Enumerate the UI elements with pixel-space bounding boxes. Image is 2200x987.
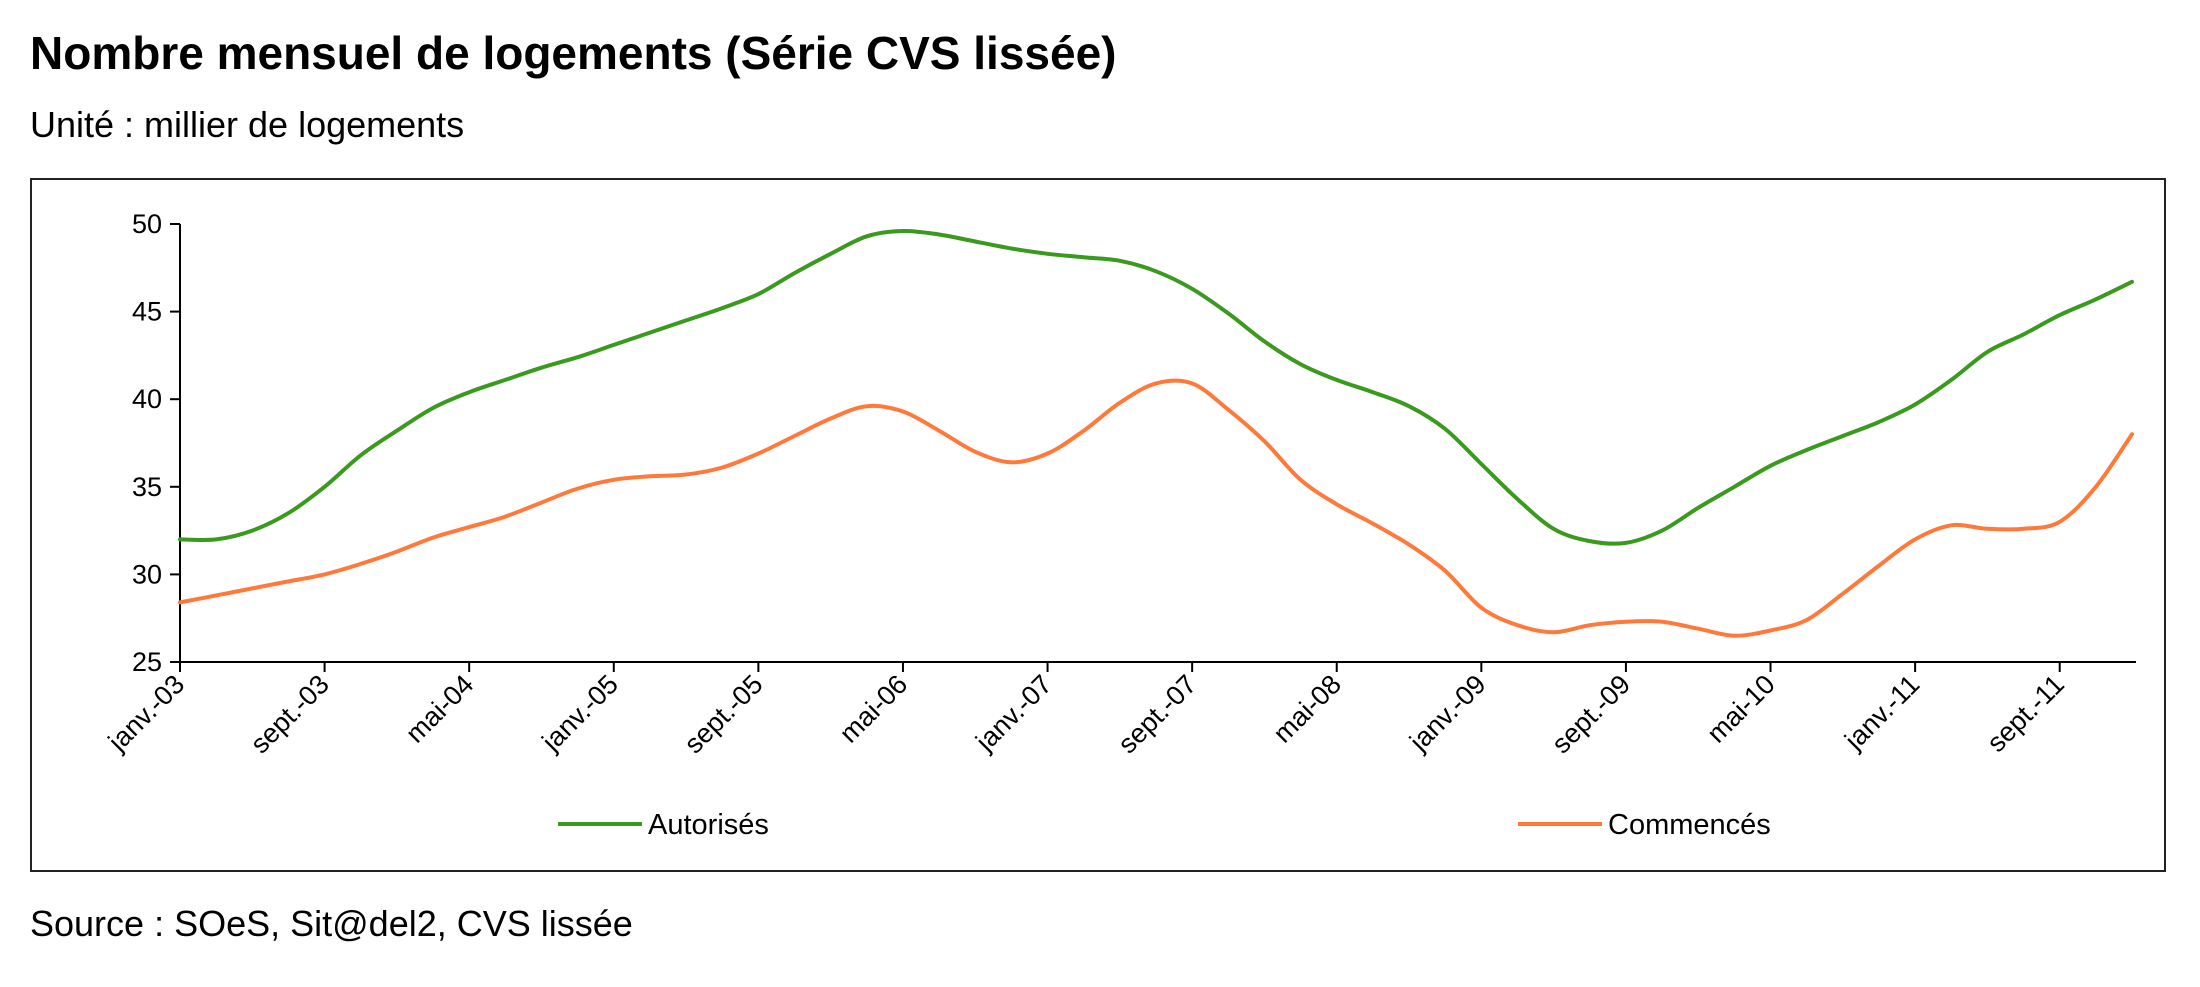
chart-subtitle: Unité : millier de logements <box>30 104 465 145</box>
x-tick-label: janv.-09 <box>1403 669 1491 757</box>
x-tick-label: janv.-03 <box>102 669 190 757</box>
legend-label: Autorisés <box>648 809 769 841</box>
legend: Autorisés Commencés <box>558 809 1771 841</box>
legend-label: Commencés <box>1608 809 1771 841</box>
y-tick-label: 45 <box>132 297 162 327</box>
y-tick-label: 25 <box>132 647 162 677</box>
series-line-commences <box>178 378 2134 638</box>
x-tick-label: mai-06 <box>834 669 914 749</box>
x-tick-label: janv.-05 <box>536 669 624 757</box>
x-tick-label: sept.-05 <box>678 669 768 759</box>
x-tick-label: sept.-07 <box>1112 669 1202 759</box>
chart-frame: 25 30 35 40 45 50 janv.-03 sept.-03 mai-04 janv.… <box>30 178 2166 872</box>
x-tick-label: sept.-11 <box>1981 669 2070 758</box>
x-tick-label: mai-04 <box>400 669 480 749</box>
series-line-autorises <box>178 228 2134 546</box>
x-axis: janv.-03 sept.-03 mai-04 janv.-05 sept.-05 ma… <box>102 661 2136 759</box>
x-tick-label: janv.-07 <box>969 669 1057 757</box>
series-layer <box>178 228 2134 638</box>
chart-title: Nombre mensuel de logements (Série CVS l… <box>30 27 1117 79</box>
x-tick-label: mai-08 <box>1267 669 1347 749</box>
y-tick-label: 50 <box>132 209 162 239</box>
x-tick-label: sept.-09 <box>1546 669 1636 759</box>
y-axis: 25 30 35 40 45 50 <box>132 209 181 677</box>
y-tick-label: 35 <box>132 472 162 502</box>
y-tick-label: 30 <box>132 559 162 589</box>
x-tick-label: janv.-11 <box>1838 669 1925 756</box>
x-tick-label: sept.-03 <box>245 669 335 759</box>
source-note: Source : SOeS, Sit@del2, CVS lissée <box>30 903 633 944</box>
y-tick-label: 40 <box>132 384 162 414</box>
x-tick-label: mai-10 <box>1701 669 1781 749</box>
